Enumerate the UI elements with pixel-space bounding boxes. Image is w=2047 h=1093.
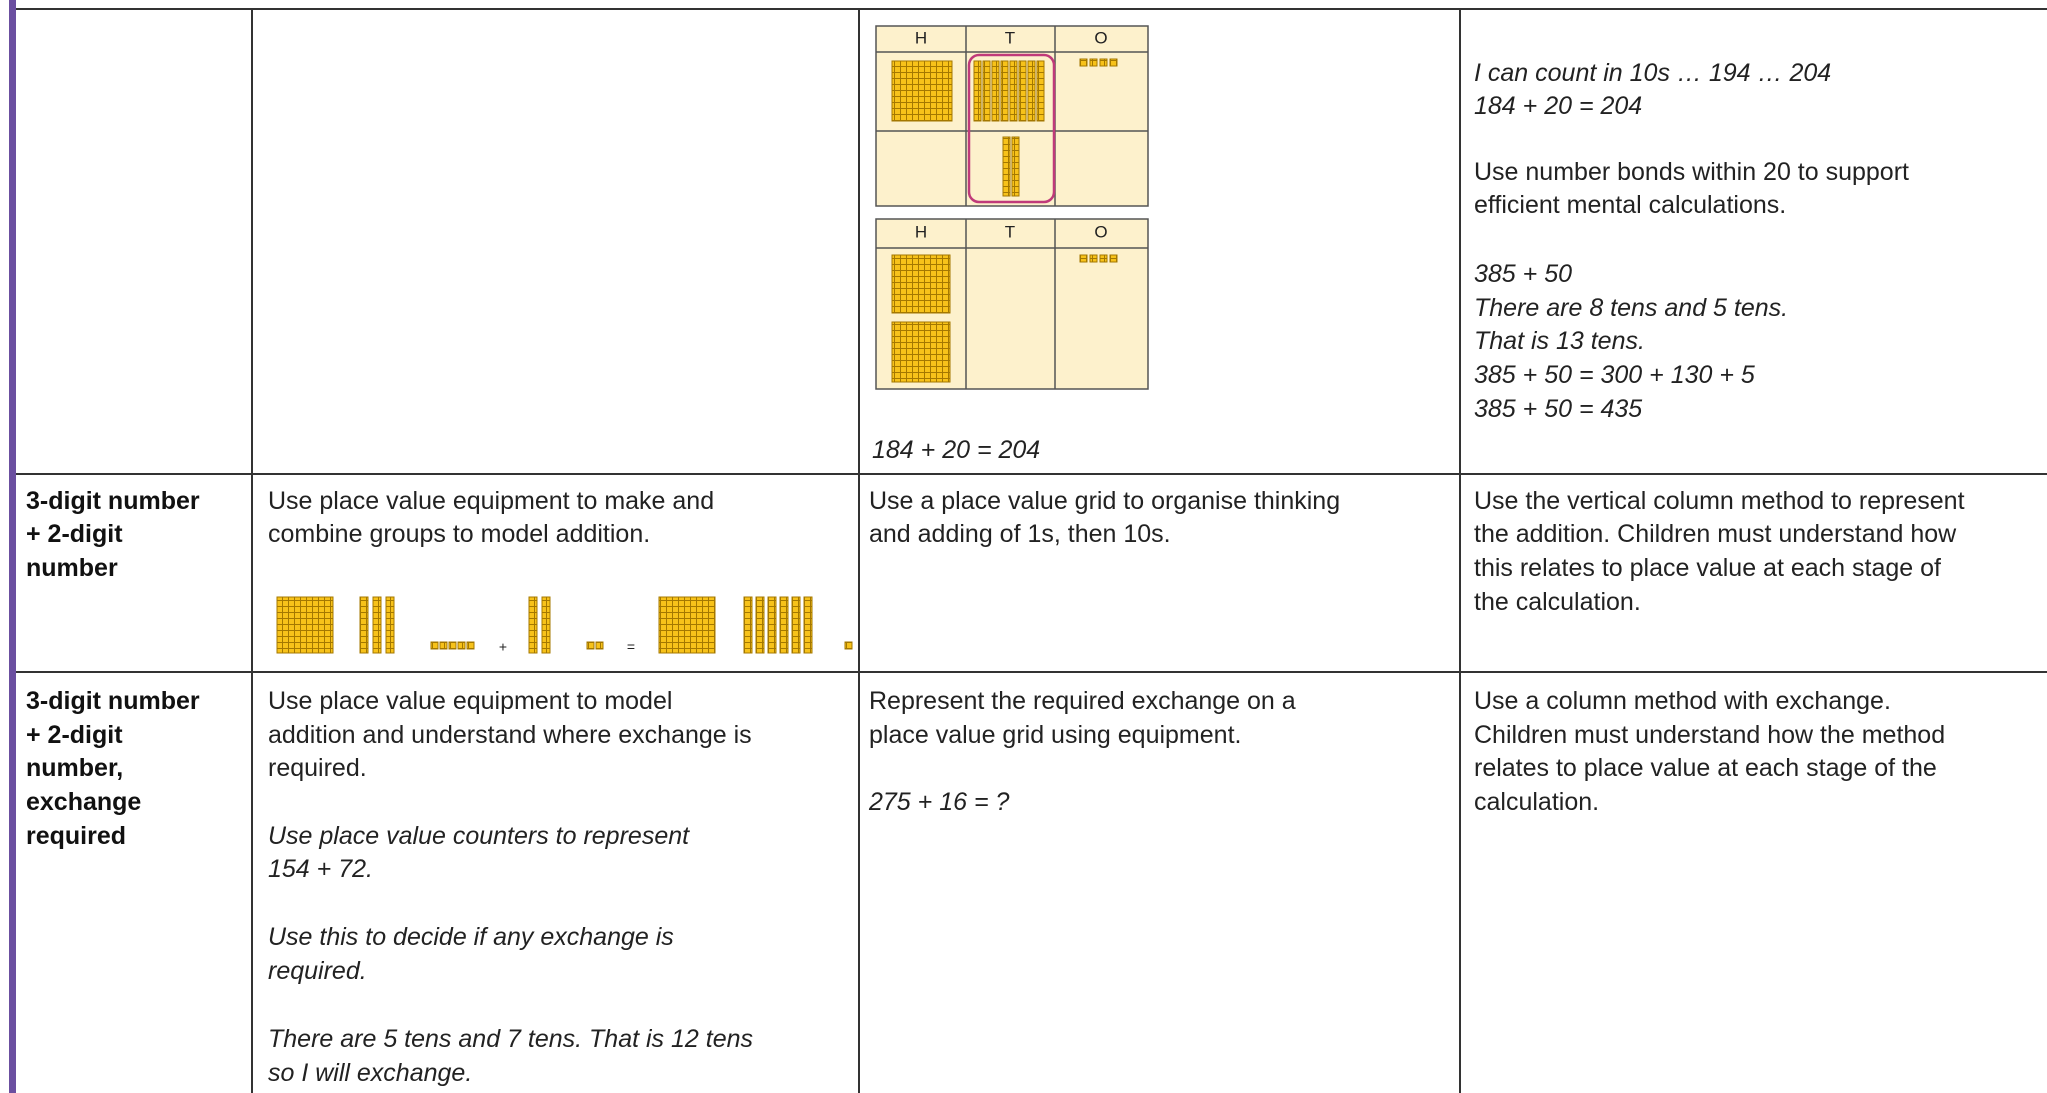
note-line: 385 + 50 = 435	[1474, 395, 1643, 423]
place-value-grid	[875, 25, 1149, 207]
row-heading: number,	[26, 754, 124, 782]
note-line: I can count in 10s … 194 … 204	[1474, 59, 1832, 87]
row-heading: number	[26, 554, 118, 582]
caption: 184 + 20 = 204	[872, 436, 1041, 464]
cell-line: Use place value equipment to model	[268, 687, 673, 715]
cell-line: 154 + 72.	[268, 855, 373, 883]
cell-line: Represent the required exchange on a	[869, 687, 1296, 715]
cell-line: the addition. Children must understand h…	[1474, 520, 1957, 548]
grid-header: H	[915, 28, 927, 47]
cell-line: Use place value equipment to make and	[268, 487, 715, 515]
cell-line: Use a place value grid to organise think…	[869, 487, 1341, 515]
row-heading: + 2-digit	[26, 520, 123, 548]
cell-line: place value grid using equipment.	[869, 721, 1242, 749]
sign: +	[499, 639, 507, 655]
row-heading: exchange	[26, 788, 142, 816]
cell-line: this relates to place value at each stag…	[1474, 554, 1941, 582]
cell-line: required.	[268, 957, 367, 985]
row-heading: required	[26, 822, 127, 850]
grid-header: O	[1094, 28, 1107, 47]
equipment-strip	[276, 596, 853, 654]
note-line: There are 8 tens and 5 tens.	[1474, 294, 1789, 322]
cell-line: combine groups to model addition.	[268, 520, 651, 548]
grid-header: T	[1005, 222, 1015, 241]
row-heading: + 2-digit	[26, 721, 123, 749]
note-line: 385 + 50	[1474, 260, 1573, 288]
grid-header: O	[1094, 222, 1107, 241]
place-value-grid	[875, 218, 1149, 390]
cell-line: Use a column method with exchange.	[1474, 687, 1891, 715]
grid-lines	[16, 8, 2047, 1093]
cell-line: calculation.	[1474, 788, 1600, 816]
note-line: 385 + 50 = 300 + 130 + 5	[1474, 361, 1755, 389]
cell-line: and adding of 1s, then 10s.	[869, 520, 1171, 548]
cell-line: There are 5 tens and 7 tens. That is 12 …	[268, 1025, 754, 1053]
cell-line: addition and understand where exchange i…	[268, 721, 752, 749]
note-line: That is 13 tens.	[1474, 327, 1645, 355]
cell-line: relates to place value at each stage of …	[1474, 754, 1937, 782]
row-heading: 3-digit number	[26, 487, 200, 515]
grid-header: T	[1005, 28, 1015, 47]
sign: =	[627, 639, 635, 655]
grid-header: H	[915, 222, 927, 241]
cell-line: required.	[268, 754, 367, 782]
cell-line: Use place value counters to represent	[268, 822, 690, 850]
cell-line: so I will exchange.	[268, 1059, 473, 1087]
cell-line: Children must understand how the method	[1474, 721, 1946, 749]
note-line: 184 + 20 = 204	[1474, 92, 1643, 120]
cell-line: Use the vertical column method to repres…	[1474, 487, 1965, 515]
note-line: efficient mental calculations.	[1474, 191, 1787, 219]
left-border	[9, 0, 16, 1093]
note-line: Use number bonds within 20 to support	[1474, 158, 1909, 186]
cell-line: the calculation.	[1474, 588, 1641, 616]
row-heading: 3-digit number	[26, 687, 200, 715]
cell-line: Use this to decide if any exchange is	[268, 923, 674, 951]
cell-line: 275 + 16 = ?	[869, 788, 1010, 816]
